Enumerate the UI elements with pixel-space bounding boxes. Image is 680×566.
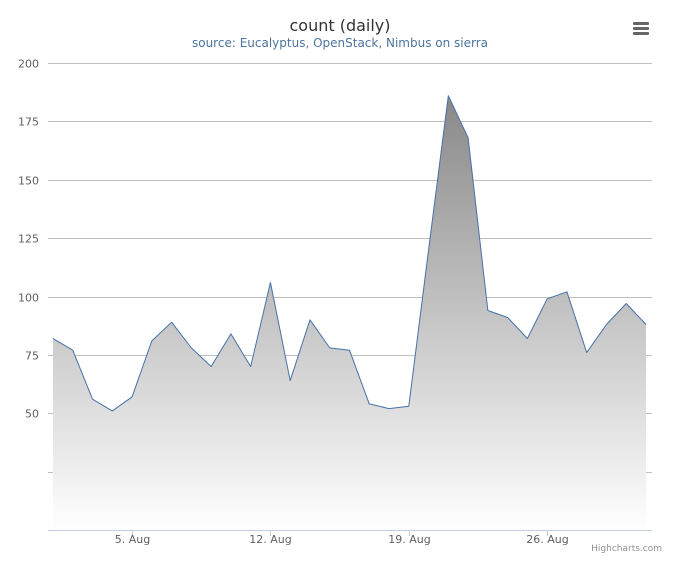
y-tick-label: 150 [18, 175, 39, 188]
credits-link[interactable]: Highcharts.com [591, 544, 662, 554]
area-series [52, 95, 647, 530]
x-tick-label: 26. Aug [526, 533, 568, 546]
y-tick-label: 50 [25, 408, 39, 421]
x-tick-label: 5. Aug [115, 533, 150, 546]
y-tick-label: 100 [18, 292, 39, 305]
x-tick-label: 19. Aug [388, 533, 430, 546]
series-line [52, 95, 647, 412]
y-tick-label: 75 [25, 350, 39, 363]
x-tick-label: 12. Aug [249, 533, 291, 546]
y-tick-label: 125 [18, 233, 39, 246]
chart-title: count (daily) [289, 16, 391, 35]
axes: 200 175 150 125 100 75 50 5. Aug 12. Aug 19. Aug 2… [18, 58, 652, 546]
y-tick-label: 200 [18, 58, 39, 71]
area-fill [53, 95, 646, 530]
y-tick-label: 175 [18, 116, 39, 129]
hamburger-menu-icon[interactable] [626, 16, 656, 42]
chart-subtitle: source: Eucalyptus, OpenStack, Nimbus on… [191, 36, 489, 50]
